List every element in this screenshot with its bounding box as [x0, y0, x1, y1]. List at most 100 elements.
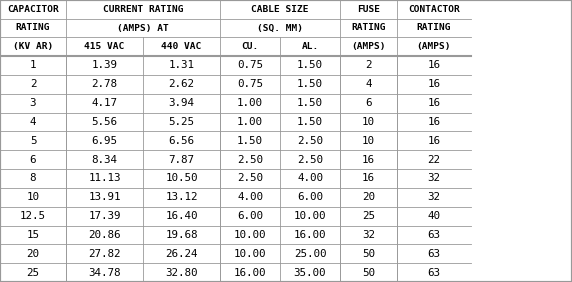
- Text: 1.39: 1.39: [92, 60, 117, 70]
- Text: 415 VAC: 415 VAC: [85, 42, 125, 51]
- Text: 2.78: 2.78: [92, 79, 117, 89]
- Text: 1.00: 1.00: [237, 98, 263, 108]
- Text: 50: 50: [362, 268, 375, 277]
- Text: 15: 15: [26, 230, 39, 240]
- Text: CURRENT RATING: CURRENT RATING: [103, 5, 183, 14]
- Text: (AMPS): (AMPS): [351, 42, 386, 51]
- Text: CAPACITOR: CAPACITOR: [7, 5, 59, 14]
- Text: 19.68: 19.68: [165, 230, 198, 240]
- Text: 2: 2: [30, 79, 36, 89]
- Text: 4.00: 4.00: [297, 173, 323, 183]
- Text: 1.50: 1.50: [297, 117, 323, 127]
- Text: 8: 8: [30, 173, 36, 183]
- Text: 25.00: 25.00: [294, 249, 326, 259]
- Text: 12.5: 12.5: [20, 211, 46, 221]
- Text: 3.94: 3.94: [169, 98, 194, 108]
- Text: 13.12: 13.12: [165, 192, 198, 202]
- Text: 0.75: 0.75: [237, 60, 263, 70]
- Text: RATING: RATING: [16, 23, 50, 32]
- Text: 20.86: 20.86: [88, 230, 121, 240]
- Text: 20: 20: [26, 249, 39, 259]
- Text: 63: 63: [427, 268, 440, 277]
- Text: 13.91: 13.91: [88, 192, 121, 202]
- Text: 63: 63: [427, 249, 440, 259]
- Text: 16: 16: [362, 155, 375, 165]
- Text: 16.00: 16.00: [294, 230, 326, 240]
- Text: 2.62: 2.62: [169, 79, 194, 89]
- Text: 6.00: 6.00: [237, 211, 263, 221]
- Text: 32: 32: [427, 173, 440, 183]
- Text: CONTACTOR: CONTACTOR: [408, 5, 460, 14]
- Text: 35.00: 35.00: [294, 268, 326, 277]
- Text: 1: 1: [30, 60, 36, 70]
- Text: 16: 16: [427, 117, 440, 127]
- Text: 2.50: 2.50: [237, 155, 263, 165]
- Text: 32: 32: [362, 230, 375, 240]
- Text: 0.75: 0.75: [237, 79, 263, 89]
- Text: RATING: RATING: [417, 23, 451, 32]
- Text: 1.31: 1.31: [169, 60, 194, 70]
- Text: (AMPS): (AMPS): [417, 42, 451, 51]
- Text: 10.00: 10.00: [234, 249, 266, 259]
- Text: 26.24: 26.24: [165, 249, 198, 259]
- Text: 1.50: 1.50: [237, 136, 263, 146]
- Text: 3: 3: [30, 98, 36, 108]
- Text: 2.50: 2.50: [237, 173, 263, 183]
- Text: 10.00: 10.00: [234, 230, 266, 240]
- Text: 63: 63: [427, 230, 440, 240]
- Text: 16: 16: [362, 173, 375, 183]
- Text: 25: 25: [26, 268, 39, 277]
- Text: 6: 6: [30, 155, 36, 165]
- Text: 4: 4: [366, 79, 372, 89]
- Text: 1.50: 1.50: [297, 60, 323, 70]
- Text: 27.82: 27.82: [88, 249, 121, 259]
- Text: RATING: RATING: [351, 23, 386, 32]
- Text: 16.40: 16.40: [165, 211, 198, 221]
- Text: 34.78: 34.78: [88, 268, 121, 277]
- Text: CU.: CU.: [241, 42, 259, 51]
- Text: 16: 16: [427, 136, 440, 146]
- Text: (AMPS) AT: (AMPS) AT: [117, 23, 169, 32]
- Text: 10.50: 10.50: [165, 173, 198, 183]
- Text: 10: 10: [26, 192, 39, 202]
- Text: FUSE: FUSE: [357, 5, 380, 14]
- Text: 1.50: 1.50: [297, 98, 323, 108]
- Text: 4.17: 4.17: [92, 98, 117, 108]
- Text: 20: 20: [362, 192, 375, 202]
- Text: 8.34: 8.34: [92, 155, 117, 165]
- Text: 5.56: 5.56: [92, 117, 117, 127]
- Text: 16: 16: [427, 60, 440, 70]
- Text: 4: 4: [30, 117, 36, 127]
- Text: 50: 50: [362, 249, 375, 259]
- Text: (SQ. MM): (SQ. MM): [257, 23, 303, 32]
- Text: 440 VAC: 440 VAC: [161, 42, 201, 51]
- Text: 16: 16: [427, 79, 440, 89]
- Text: 5: 5: [30, 136, 36, 146]
- Text: 2.50: 2.50: [297, 155, 323, 165]
- Text: 1.50: 1.50: [297, 79, 323, 89]
- Text: 4.00: 4.00: [237, 192, 263, 202]
- Text: (KV AR): (KV AR): [13, 42, 53, 51]
- Text: 16: 16: [427, 98, 440, 108]
- Text: AL.: AL.: [301, 42, 319, 51]
- Text: 2: 2: [366, 60, 372, 70]
- Text: 5.25: 5.25: [169, 117, 194, 127]
- Text: 40: 40: [427, 211, 440, 221]
- Text: 7.87: 7.87: [169, 155, 194, 165]
- Text: 17.39: 17.39: [88, 211, 121, 221]
- Text: 1.00: 1.00: [237, 117, 263, 127]
- Text: 25: 25: [362, 211, 375, 221]
- Text: 6.00: 6.00: [297, 192, 323, 202]
- Text: 6.56: 6.56: [169, 136, 194, 146]
- Text: 32.80: 32.80: [165, 268, 198, 277]
- Text: 10.00: 10.00: [294, 211, 326, 221]
- Text: 16.00: 16.00: [234, 268, 266, 277]
- Text: CABLE SIZE: CABLE SIZE: [251, 5, 309, 14]
- Text: 10: 10: [362, 117, 375, 127]
- Text: 22: 22: [427, 155, 440, 165]
- Text: 6: 6: [366, 98, 372, 108]
- Text: 10: 10: [362, 136, 375, 146]
- Text: 32: 32: [427, 192, 440, 202]
- Text: 6.95: 6.95: [92, 136, 117, 146]
- Text: 2.50: 2.50: [297, 136, 323, 146]
